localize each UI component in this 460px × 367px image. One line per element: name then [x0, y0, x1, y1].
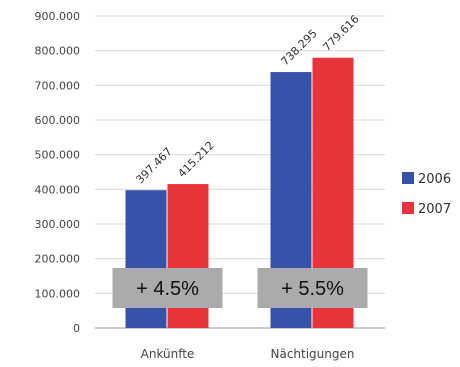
percent-change-text: + 5.5%: [281, 278, 344, 300]
data-label: 779.616: [320, 12, 361, 53]
y-axis-ticks: 0 100.000 200.000 300.000 400.000 500.000 600.…: [35, 10, 81, 335]
y-tick-label: 700.000: [35, 79, 81, 92]
y-tick-label: 200.000: [35, 253, 81, 266]
legend-label: 2007: [418, 202, 451, 217]
y-tick-label: 900.000: [35, 10, 81, 23]
legend-label: 2006: [418, 172, 451, 187]
x-category-label: Nächtigungen: [270, 347, 354, 361]
x-category-label: Ankünfte: [141, 347, 195, 361]
y-tick-label: 400.000: [35, 183, 81, 196]
data-label: 397.467: [133, 145, 174, 186]
legend: 2006 2007: [402, 172, 451, 217]
y-tick-label: 300.000: [35, 218, 81, 231]
percent-change-box: [112, 268, 223, 308]
y-tick-label: 0: [73, 322, 80, 335]
legend-swatch-2006: [402, 172, 414, 184]
y-tick-label: 600.000: [35, 114, 81, 127]
data-label: 415.212: [175, 139, 216, 180]
percent-change-box: [257, 268, 368, 308]
percent-change-text: + 4.5%: [136, 278, 199, 300]
y-tick-label: 500.000: [35, 149, 81, 162]
y-tick-label: 800.000: [35, 45, 81, 58]
y-tick-label: 100.000: [35, 287, 81, 300]
x-axis-categories: Ankünfte Nächtigungen: [141, 347, 355, 361]
percent-annotations: + 4.5% + 5.5%: [112, 268, 368, 308]
legend-swatch-2007: [402, 202, 414, 214]
